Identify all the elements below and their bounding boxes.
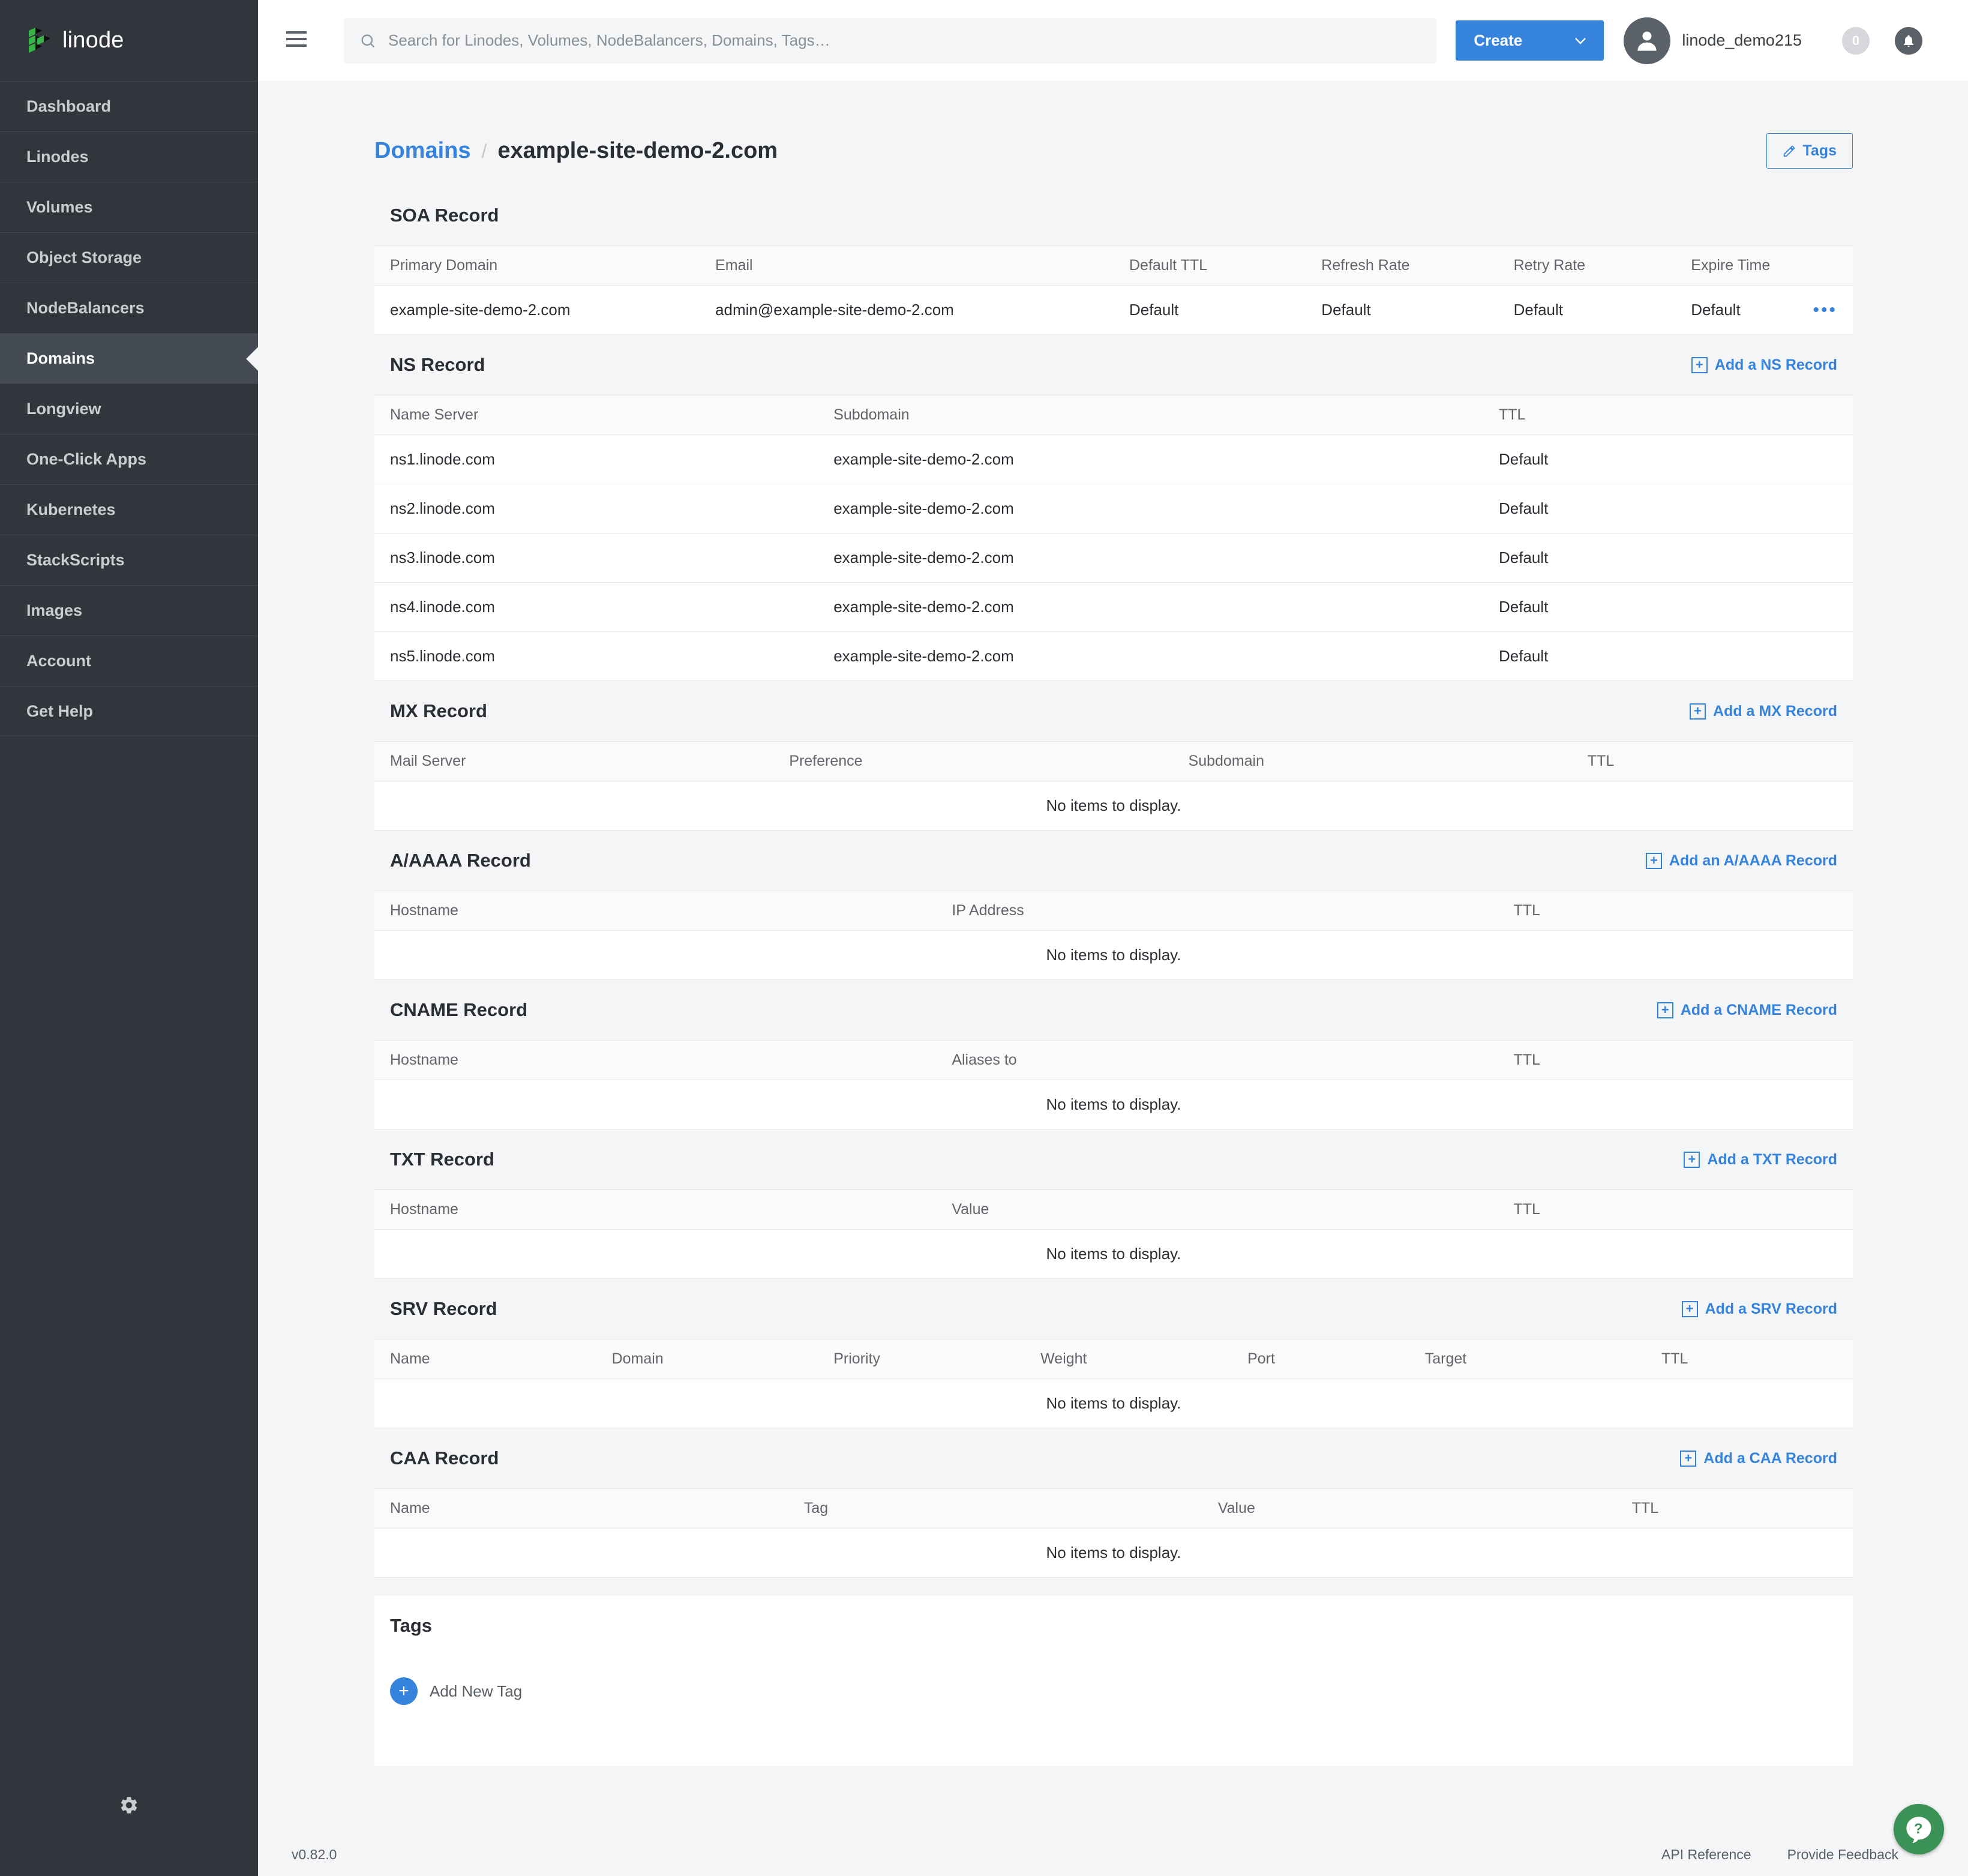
svg-text:?: ?	[1914, 1821, 1923, 1837]
